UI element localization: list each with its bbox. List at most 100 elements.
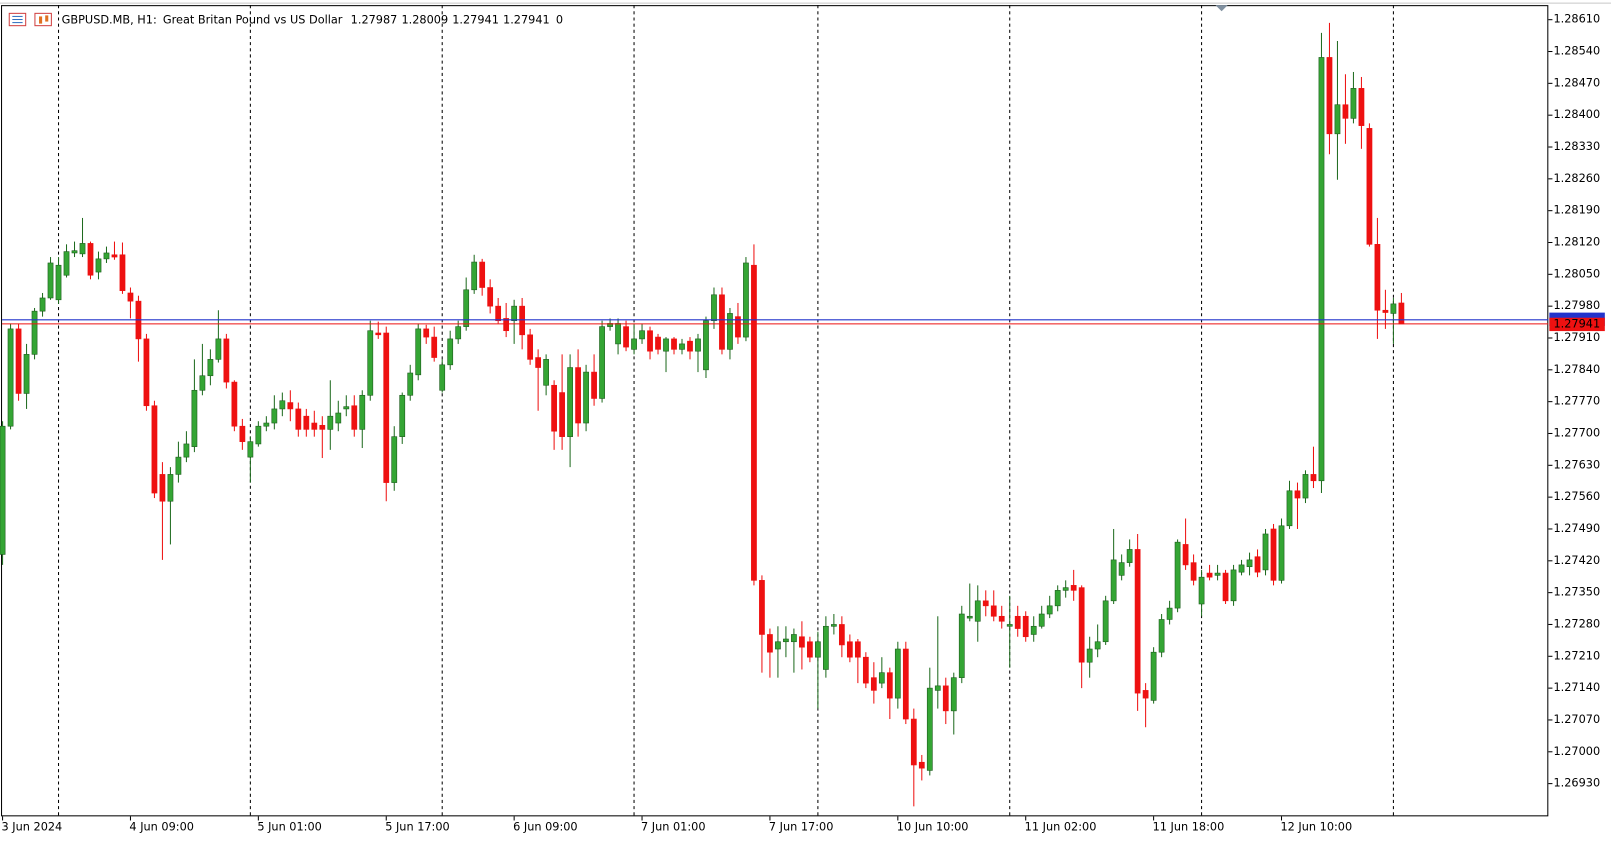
candle-body-up <box>775 641 781 650</box>
candle-body-down <box>1078 587 1085 663</box>
candle-body-up <box>279 400 286 410</box>
candle-body-down <box>799 636 805 648</box>
candle-body-up <box>958 613 965 678</box>
candle-body-down <box>527 334 534 360</box>
candle-body-down <box>591 371 597 399</box>
candle-body-down <box>870 677 877 691</box>
y-tick-label: 1.28610 <box>1553 13 1600 26</box>
candle-body-up <box>407 372 414 396</box>
candle-body-up <box>1390 303 1397 314</box>
x-tick-label: 5 Jun 17:00 <box>385 821 450 834</box>
candle-body-up <box>103 252 110 260</box>
candle-body-down <box>431 336 438 358</box>
y-tick-label: 1.27140 <box>1553 681 1600 694</box>
candle-body-up <box>263 422 270 427</box>
candle-body-up <box>247 441 254 458</box>
candle-body-up <box>894 648 901 699</box>
candle-body-up <box>415 328 422 376</box>
candle-body-down <box>319 424 326 430</box>
candle-body-up <box>1166 607 1173 620</box>
y-tick-label: 1.28190 <box>1553 204 1600 217</box>
candle-body-up <box>1126 549 1133 563</box>
candle-body-up <box>79 243 86 255</box>
candle-body-up <box>1198 576 1205 605</box>
candle-body-up <box>727 313 733 350</box>
candle-body-up <box>1230 569 1237 602</box>
candle-body-down <box>383 332 390 483</box>
candle-body-down <box>767 634 773 653</box>
candle-body-down <box>982 600 989 607</box>
y-tick-label: 1.28050 <box>1553 267 1600 280</box>
last-open: 1.27987 <box>351 14 398 27</box>
candle-body-up <box>703 320 709 371</box>
y-tick-label: 1.27070 <box>1553 713 1600 726</box>
candle-body-down <box>295 408 302 430</box>
candle-body-down <box>1070 585 1077 591</box>
candle-body-down <box>1366 128 1373 245</box>
candle-body-down <box>1310 474 1317 482</box>
candle-body-up <box>183 443 190 458</box>
candle-body-down <box>719 294 725 350</box>
candle-body-up <box>55 264 62 301</box>
y-tick-label: 1.27700 <box>1553 426 1600 439</box>
candle-body-down <box>990 605 997 617</box>
y-tick-label: 1.27490 <box>1553 522 1600 535</box>
candle-body-up <box>663 338 669 352</box>
candle-body-up <box>679 343 685 350</box>
candle-body-down <box>751 264 757 581</box>
candle-body-up <box>191 389 198 447</box>
candle-body-up <box>974 600 981 622</box>
x-tick-label: 7 Jun 17:00 <box>769 821 834 834</box>
bid-label: 1.27941 <box>1553 317 1600 330</box>
candle-body-down <box>351 405 358 430</box>
y-tick-label: 1.27210 <box>1553 649 1600 662</box>
candle-body-up <box>47 262 54 299</box>
last-high: 1.28009 <box>401 14 448 27</box>
candle-body-down <box>87 243 94 276</box>
candle-body-up <box>966 615 973 619</box>
candle-body-down <box>655 336 661 350</box>
candle-body-down <box>910 718 917 766</box>
candle-body-up <box>1174 541 1181 609</box>
candle-body-down <box>854 641 861 658</box>
header-icons <box>8 12 52 27</box>
y-tick-label: 1.27280 <box>1553 617 1600 630</box>
y-tick-label: 1.27350 <box>1553 586 1600 599</box>
candle-body-down <box>846 641 853 658</box>
candle-body-up <box>207 359 214 377</box>
candle-body-down <box>862 656 869 684</box>
icon-chart[interactable] <box>34 12 52 27</box>
candle-body-up <box>1030 625 1037 635</box>
candle-body-up <box>926 687 933 771</box>
plot-frame <box>1 5 1549 817</box>
candle-body-down <box>1382 309 1389 313</box>
candle-body-up <box>463 289 470 327</box>
candle-body-down <box>239 425 246 442</box>
candle-body-down <box>559 392 565 437</box>
candle-body-up <box>399 394 406 437</box>
y-tick-label: 1.28540 <box>1553 45 1600 58</box>
candle-body-up <box>1086 648 1093 663</box>
candle-body-up <box>583 371 589 424</box>
y-tick-label: 1.27420 <box>1553 554 1600 567</box>
candle-body-up <box>1278 525 1285 581</box>
candle-body-down <box>495 305 502 322</box>
candle-body-up <box>199 375 206 391</box>
icon-bar <box>45 15 49 22</box>
candle-body-up <box>327 415 334 430</box>
y-tick-label: 1.27560 <box>1553 490 1600 503</box>
candle-body-down <box>1398 302 1405 325</box>
candle-body-up <box>343 406 350 410</box>
candle-body-down <box>647 330 653 352</box>
symbol: GBPUSD.MB, H1: <box>62 14 157 27</box>
candle-body-up <box>615 323 621 345</box>
candle-body-up <box>335 412 342 424</box>
candle-body-down <box>303 415 310 430</box>
candle-body-up <box>711 294 717 322</box>
candle-body-up <box>567 367 573 437</box>
candle-body-down <box>918 761 925 769</box>
candle-body-down <box>759 580 765 635</box>
candle-body-down <box>1254 556 1261 573</box>
candle-body-up <box>831 624 837 627</box>
